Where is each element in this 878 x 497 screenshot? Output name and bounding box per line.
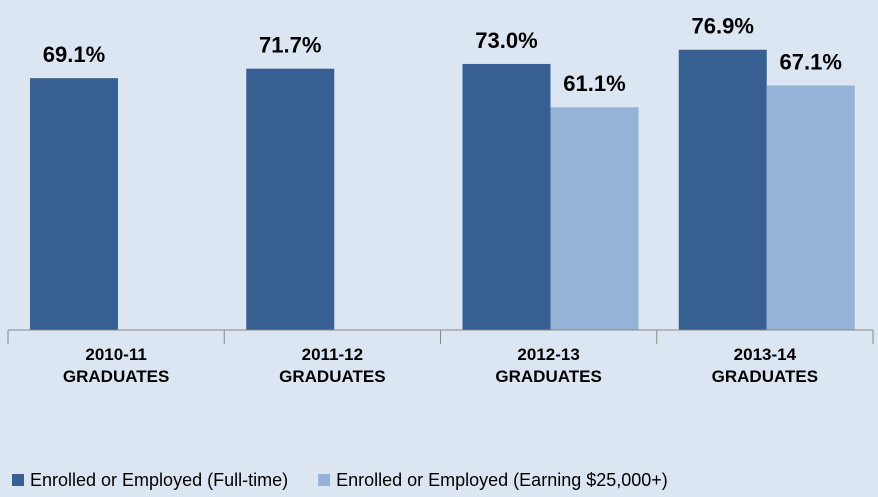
x-tick-label: 2013-14 GRADUATES <box>711 345 819 386</box>
x-tick-label: 2012-13 GRADUATES <box>495 345 602 386</box>
data-label: 61.1% <box>563 71 625 96</box>
data-label: 73.0% <box>475 28 537 53</box>
legend-label: Enrolled or Employed (Earning $25,000+) <box>336 470 668 490</box>
bar <box>550 107 639 330</box>
data-label: 76.9% <box>692 14 754 39</box>
bar <box>462 63 551 330</box>
bar <box>246 68 335 331</box>
data-label: 71.7% <box>259 33 321 58</box>
bar <box>30 78 118 331</box>
data-label: 69.1% <box>43 42 105 67</box>
legend-swatch <box>12 474 24 486</box>
bar <box>766 85 855 330</box>
legend-label: Enrolled or Employed (Full-time) <box>30 470 288 490</box>
data-label: 67.1% <box>780 49 842 74</box>
x-tick-label: 2011-12 GRADUATES <box>279 345 386 386</box>
x-tick-label: 2010-11 GRADUATES <box>62 345 170 386</box>
bar <box>678 49 767 331</box>
legend-swatch <box>318 474 331 486</box>
